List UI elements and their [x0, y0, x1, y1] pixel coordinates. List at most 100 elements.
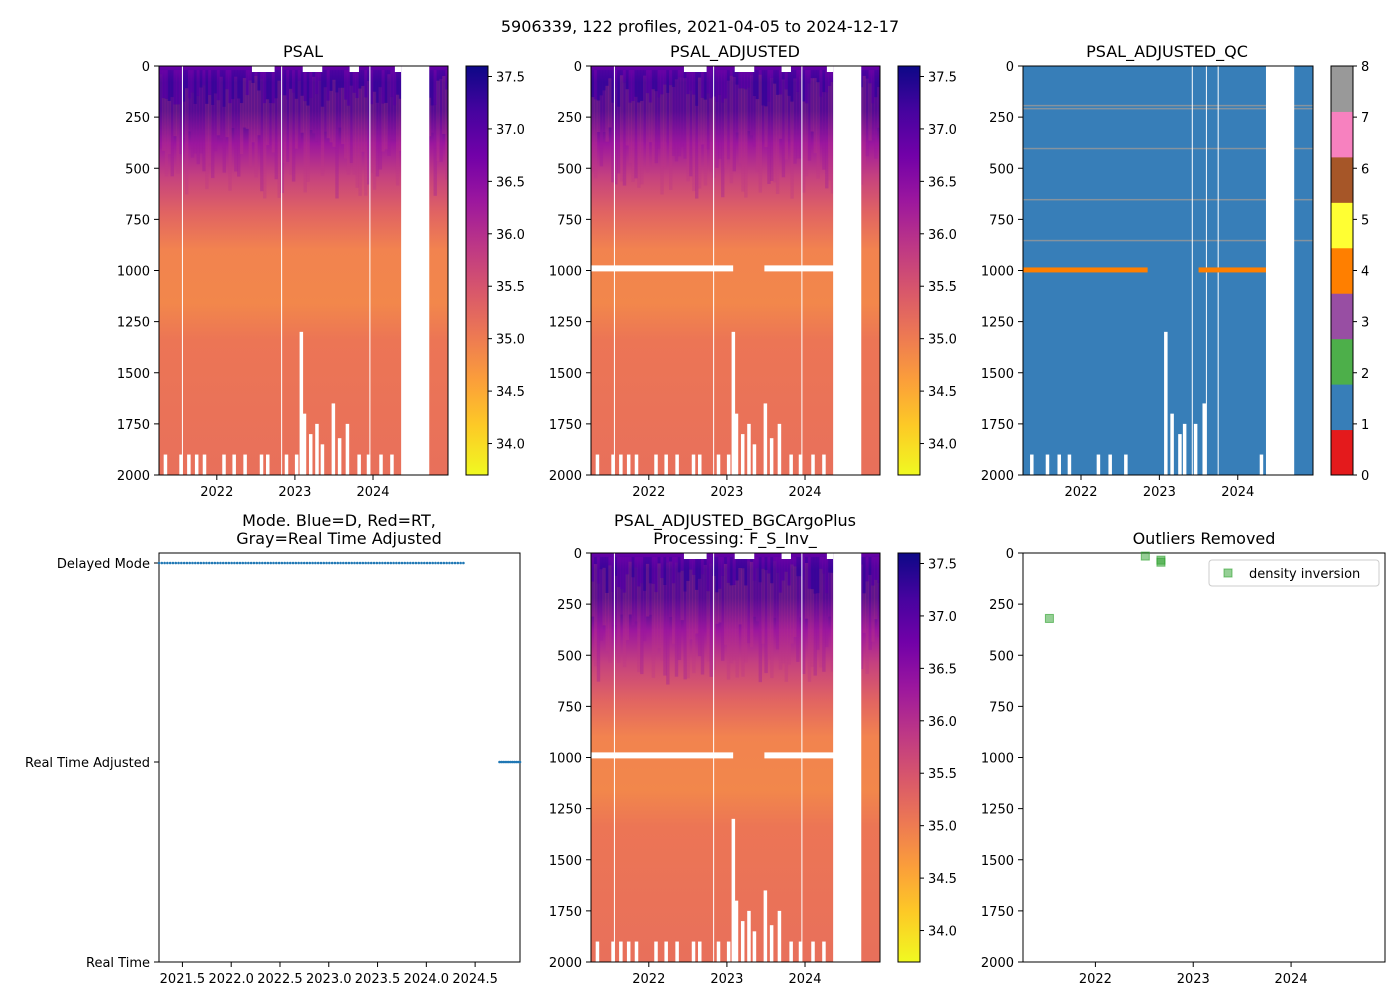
mode-point [221, 561, 225, 565]
profile-texture [715, 101, 719, 168]
mode-point [233, 561, 236, 565]
profile-texture [286, 70, 290, 100]
profile-texture [628, 557, 632, 562]
profile-texture [622, 592, 627, 668]
shallow-profile-gap [822, 941, 826, 962]
x-tick-label: 2024.0 [404, 972, 450, 987]
profile-texture [804, 562, 809, 619]
profile-texture [738, 567, 742, 625]
y-tick-label: 1750 [117, 418, 150, 433]
profile-texture [706, 93, 710, 150]
qc-class-1 [1331, 384, 1353, 431]
shallow-profile-gap [320, 444, 325, 475]
profile-texture [816, 82, 820, 179]
profile-texture [611, 557, 615, 592]
x-tick-label: 2023 [1143, 485, 1176, 500]
colorbar-tick-label: 35.5 [496, 280, 525, 295]
profile-texture [793, 70, 797, 79]
shallow-profile-gap [366, 454, 371, 475]
mode-point [503, 760, 507, 764]
profile-texture [179, 70, 183, 105]
profile-texture [813, 593, 817, 676]
profile-texture [660, 557, 664, 579]
profile-texture [622, 70, 627, 83]
profile-texture [666, 562, 670, 685]
profile-texture [631, 577, 635, 626]
profile-texture [643, 557, 647, 591]
profile-texture [677, 557, 682, 573]
profile-texture [723, 70, 728, 99]
profile-texture [341, 70, 345, 88]
profile-texture [651, 70, 656, 90]
profile-texture [596, 70, 601, 101]
mode-point [308, 561, 312, 565]
shallow-profile-gap [789, 454, 793, 475]
mode-point [180, 561, 183, 565]
colorbar-tick-label: 34.0 [928, 438, 957, 453]
profile-texture [729, 70, 734, 76]
shallow-profile-gap [1202, 403, 1206, 475]
profile-texture [804, 70, 809, 104]
profile-texture [784, 70, 789, 90]
profile-texture [747, 87, 751, 132]
profile-texture [767, 101, 771, 184]
psal-adjusted-qc-title: PSAL_ADJUSTED_QC [1086, 42, 1248, 62]
profile-texture [617, 106, 621, 174]
shallow-profile-gap [769, 925, 774, 962]
profile-texture [715, 70, 719, 102]
profile-texture [654, 70, 658, 92]
profile-texture [799, 557, 803, 577]
shallow-profile-gap [634, 454, 639, 475]
profile-texture [738, 557, 742, 568]
profile-texture [355, 70, 359, 99]
shallow-profile-gap [187, 454, 191, 475]
mode-point [286, 561, 289, 565]
profile-texture [303, 101, 307, 193]
profile-texture [755, 557, 760, 569]
psal-adjusted-qc-panel: PSAL_ADJUSTED_QC 02505007501000125015001… [981, 42, 1369, 500]
profile-texture [801, 579, 806, 674]
mode-point [342, 561, 345, 565]
profile-texture [683, 78, 687, 159]
psal-bgcargoplus-panel: PSAL_ADJUSTED_BGCArgoPlus Processing: F_… [549, 511, 957, 987]
profile-texture [764, 106, 768, 148]
shallow-profile-gap [626, 454, 631, 475]
mode-point [191, 561, 194, 565]
profile-texture [349, 85, 354, 163]
mode-point [300, 561, 303, 565]
profile-texture [741, 568, 745, 677]
shallow-profile-gap [752, 931, 757, 962]
mode-point [445, 561, 448, 565]
profile-texture [703, 557, 708, 565]
profile-texture [205, 70, 209, 104]
shallow-profile-gap [1178, 434, 1182, 475]
profile-texture [689, 569, 693, 640]
mode-point [397, 561, 401, 565]
profile-texture [747, 561, 751, 644]
profile-texture [692, 94, 696, 192]
profile-texture [862, 70, 867, 76]
profile-texture [695, 589, 699, 634]
shallow-profile-gap [654, 941, 658, 962]
profile-texture [660, 70, 664, 95]
colorbar-tick-label: 36.5 [928, 175, 957, 190]
profile-texture [211, 104, 215, 179]
mode-point [241, 561, 245, 565]
profile-texture [669, 561, 673, 618]
mode-point [500, 760, 503, 764]
profile-texture [862, 593, 867, 633]
data-gap [833, 66, 862, 475]
profile-texture [634, 70, 638, 97]
colorbar-tick-label: 37.5 [928, 557, 957, 572]
profile-texture [300, 70, 304, 96]
shallow-profile-gap [626, 941, 631, 962]
shallow-profile-gap [777, 910, 782, 962]
profile-texture [364, 97, 368, 196]
mode-point [501, 760, 505, 764]
profile-texture [738, 88, 742, 164]
mode-point [258, 561, 261, 565]
profile-texture [427, 97, 432, 137]
profile-texture [271, 70, 276, 104]
profile-texture [680, 70, 684, 78]
profile-texture [312, 70, 316, 77]
